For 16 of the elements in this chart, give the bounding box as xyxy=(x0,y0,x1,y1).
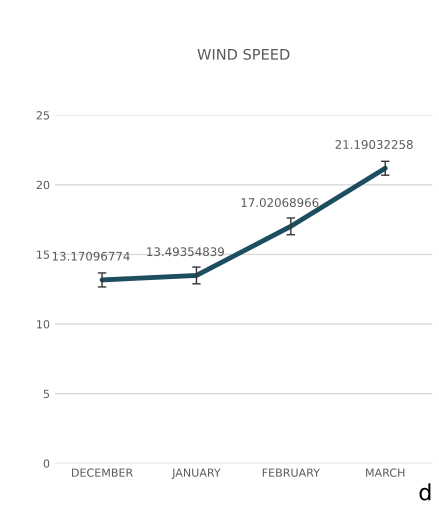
data-label: 13.17096774 xyxy=(52,252,130,261)
data-label: 17.02068966 xyxy=(242,198,318,208)
y-tick-label: 20 xyxy=(36,180,50,190)
text: d xyxy=(420,483,430,501)
y-tick-label: 15 xyxy=(37,250,50,259)
data-label: 21.19032258 xyxy=(336,140,413,149)
x-tick-label: FEBRUARY xyxy=(262,468,320,477)
x-tick-label: MARCH xyxy=(366,468,404,477)
x-tick-label: JANUARY xyxy=(172,468,221,479)
y-tick-label: 25 xyxy=(36,111,50,120)
y-tick-label: 10 xyxy=(37,320,50,328)
data-label: 13.49354839 xyxy=(147,247,224,256)
x-tick-label: DECEMBER xyxy=(72,468,133,477)
y-tick-label: 5 xyxy=(44,390,50,398)
chart-title: WIND SPEED xyxy=(198,48,290,60)
y-tick-label: 0 xyxy=(44,459,50,468)
